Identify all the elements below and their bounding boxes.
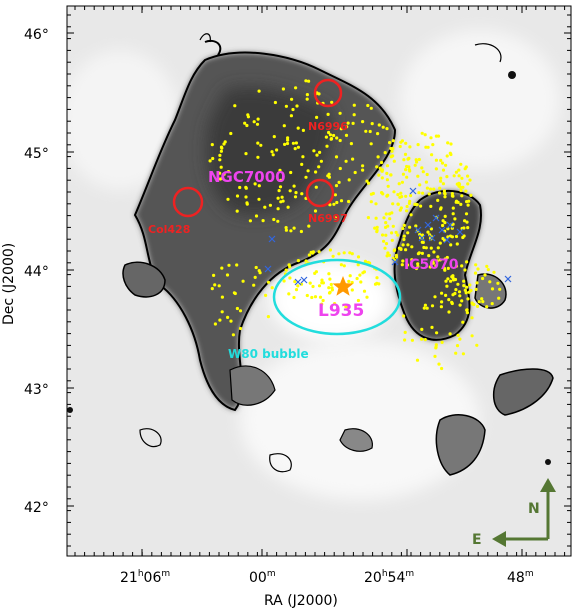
x-tick-label: 21h06m: [120, 569, 170, 586]
y-axis-title: Dec (J2000): [1, 243, 17, 325]
blue-cross-sources: [264, 187, 512, 286]
y-tick-label: 45°: [24, 146, 49, 162]
x-tick-label: 48m: [507, 569, 534, 586]
image-panel: NGC7000 IC5070 L935 W80 bubble N6996 N69…: [67, 6, 571, 556]
label-n6997: N6997: [308, 212, 348, 225]
label-l935: L935: [318, 301, 364, 321]
ngc7000-dark-cloud: [133, 39, 397, 412]
y-tick-label: 46°: [24, 27, 49, 43]
n6997-circle: [305, 178, 335, 208]
x-axis-title: RA (J2000): [264, 593, 338, 609]
compass-east-label: E: [472, 532, 482, 548]
w80-bubble-ellipse: [272, 258, 402, 336]
minor-dark-clouds: [67, 33, 554, 476]
n6996-circle: [313, 78, 343, 108]
label-col428: Col428: [148, 223, 190, 236]
y-tick-label: 42°: [24, 500, 49, 516]
compass-north-label: N: [528, 501, 540, 517]
label-w80-bubble: W80 bubble: [228, 347, 309, 361]
x-tick-label: 20h54m: [364, 569, 414, 586]
compass: [492, 478, 556, 547]
l935-star-marker: [332, 276, 354, 296]
label-n6996: N6996: [308, 120, 348, 133]
y-tick-label: 44°: [24, 264, 49, 280]
col428-circle: [172, 186, 204, 218]
x-tick-label: 00m: [249, 569, 276, 586]
label-ic5070: IC5070: [404, 257, 459, 273]
label-ngc7000: NGC7000: [208, 168, 286, 186]
plot-frame: [66, 5, 572, 557]
y-tick-label: 43°: [24, 382, 49, 398]
axis-ticks: [67, 6, 571, 556]
